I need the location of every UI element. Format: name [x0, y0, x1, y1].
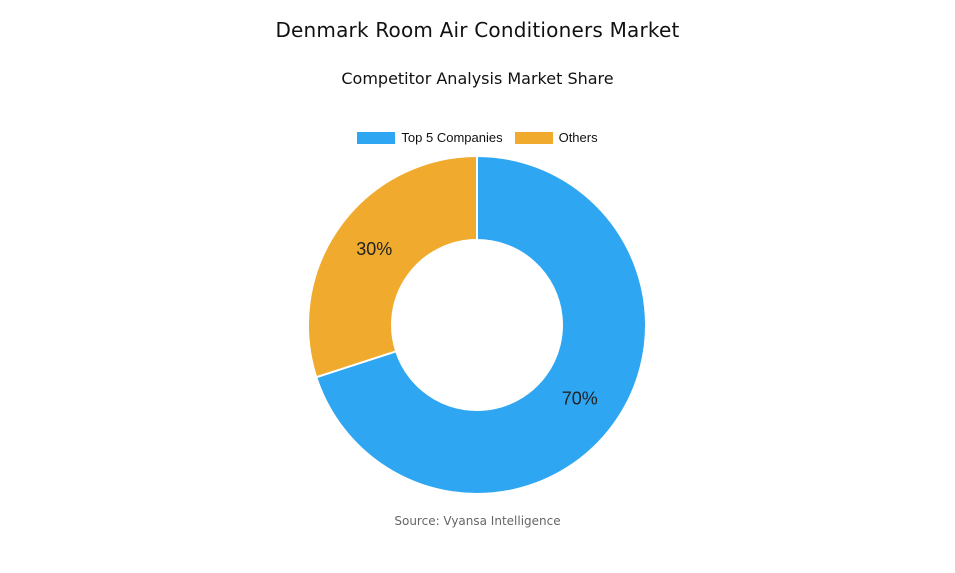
- legend-label-top5: Top 5 Companies: [401, 130, 503, 145]
- donut-slices: [307, 154, 647, 495]
- donut-labels: 70% 30%: [356, 239, 598, 408]
- legend-swatch-top5: [357, 131, 396, 144]
- donut-slice-top5[interactable]: [315, 154, 647, 495]
- source-note: Source: Vyansa Intelligence: [394, 514, 561, 528]
- slice-label-top5: 70%: [562, 388, 598, 408]
- legend: Top 5 Companies Others: [0, 130, 955, 145]
- chart-title: Denmark Room Air Conditioners Market: [275, 18, 680, 42]
- slice-label-others: 30%: [356, 239, 392, 259]
- legend-item-top5[interactable]: Top 5 Companies: [357, 130, 503, 145]
- legend-swatch-others: [514, 131, 553, 144]
- donut-slice-others[interactable]: [307, 154, 478, 379]
- chart-subtitle: Competitor Analysis Market Share: [341, 69, 614, 88]
- legend-label-others: Others: [558, 130, 598, 145]
- legend-item-others[interactable]: Others: [514, 130, 598, 145]
